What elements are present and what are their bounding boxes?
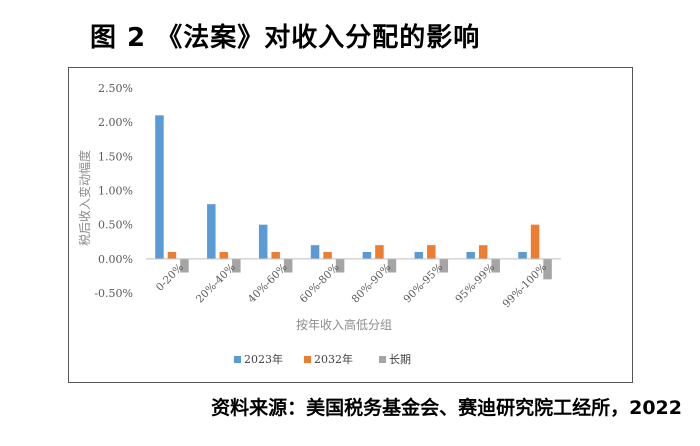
- bar: [219, 252, 229, 259]
- y-tick-label: 1.00%: [98, 185, 133, 198]
- bar: [491, 258, 500, 273]
- bar: [427, 245, 436, 259]
- figure-source: 资料来源：美国税务基金会、赛迪研究院工经所，2022: [211, 397, 682, 419]
- x-tick-label: 99%-100%: [500, 261, 549, 310]
- legend-label: 2023年: [244, 352, 283, 366]
- bar: [387, 258, 397, 273]
- x-tick-label: 95%-99%: [453, 261, 497, 305]
- bar-chart: 2.50% 2.00% 1.50% 1.00% 0.50% 0.00% -0.50% 0-2…: [77, 82, 561, 366]
- x-axis-title: 按年收入高低分组: [296, 317, 392, 332]
- legend-swatch: [234, 356, 241, 363]
- y-tick-label: -0.50%: [94, 287, 133, 300]
- bar: [439, 258, 449, 273]
- bar: [530, 224, 540, 259]
- x-tick-label: 40%-60%: [246, 261, 290, 305]
- x-tick-label: 0-20%: [154, 261, 186, 293]
- chart-frame: 2.50% 2.00% 1.50% 1.00% 0.50% 0.00% -0.50% 0-2…: [68, 67, 633, 383]
- x-tick-label: 60%-80%: [298, 261, 342, 305]
- bar: [271, 252, 280, 259]
- bar: [375, 245, 384, 259]
- legend-swatch: [379, 356, 386, 363]
- bar: [232, 258, 241, 273]
- bar: [207, 204, 216, 259]
- x-tick-label: 20%-40%: [194, 261, 238, 305]
- figure-title: 图 2 《法案》对收入分配的影响: [90, 23, 481, 53]
- bar: [543, 258, 552, 280]
- y-tick-label: 2.00%: [98, 116, 133, 129]
- bar: [323, 252, 332, 259]
- bar: [155, 115, 164, 259]
- x-tick-label: 90%-95%: [401, 261, 445, 305]
- bar: [362, 252, 372, 259]
- x-tick-label: 80%-90%: [350, 261, 394, 305]
- y-tick-label: 1.50%: [98, 150, 133, 163]
- y-axis-title: 税后收入变动幅度: [77, 150, 92, 246]
- legend-label: 2032年: [314, 352, 353, 366]
- bar: [283, 258, 293, 273]
- bar: [478, 245, 488, 259]
- bar: [466, 252, 475, 259]
- bar: [180, 258, 189, 273]
- y-axis-ticks: 2.50% 2.00% 1.50% 1.00% 0.50% 0.00% -0.50%: [94, 82, 133, 300]
- y-tick-label: 0.50%: [98, 219, 133, 232]
- x-axis-ticks: 0-20% 20%-40% 40%-60% 60%-80% 80%-90% 90%-95%…: [154, 261, 549, 310]
- y-tick-label: 2.50%: [98, 82, 133, 95]
- legend-label: 长期: [389, 353, 411, 366]
- y-tick-label: 0.00%: [98, 253, 133, 266]
- legend: 2023年 2032年 长期: [234, 352, 411, 366]
- bar: [258, 224, 268, 259]
- bar: [518, 252, 527, 259]
- legend-swatch: [304, 356, 311, 363]
- bar: [335, 258, 345, 273]
- bar: [414, 252, 424, 259]
- bar: [310, 245, 320, 259]
- bar: [167, 252, 177, 259]
- bars-group: [155, 115, 552, 280]
